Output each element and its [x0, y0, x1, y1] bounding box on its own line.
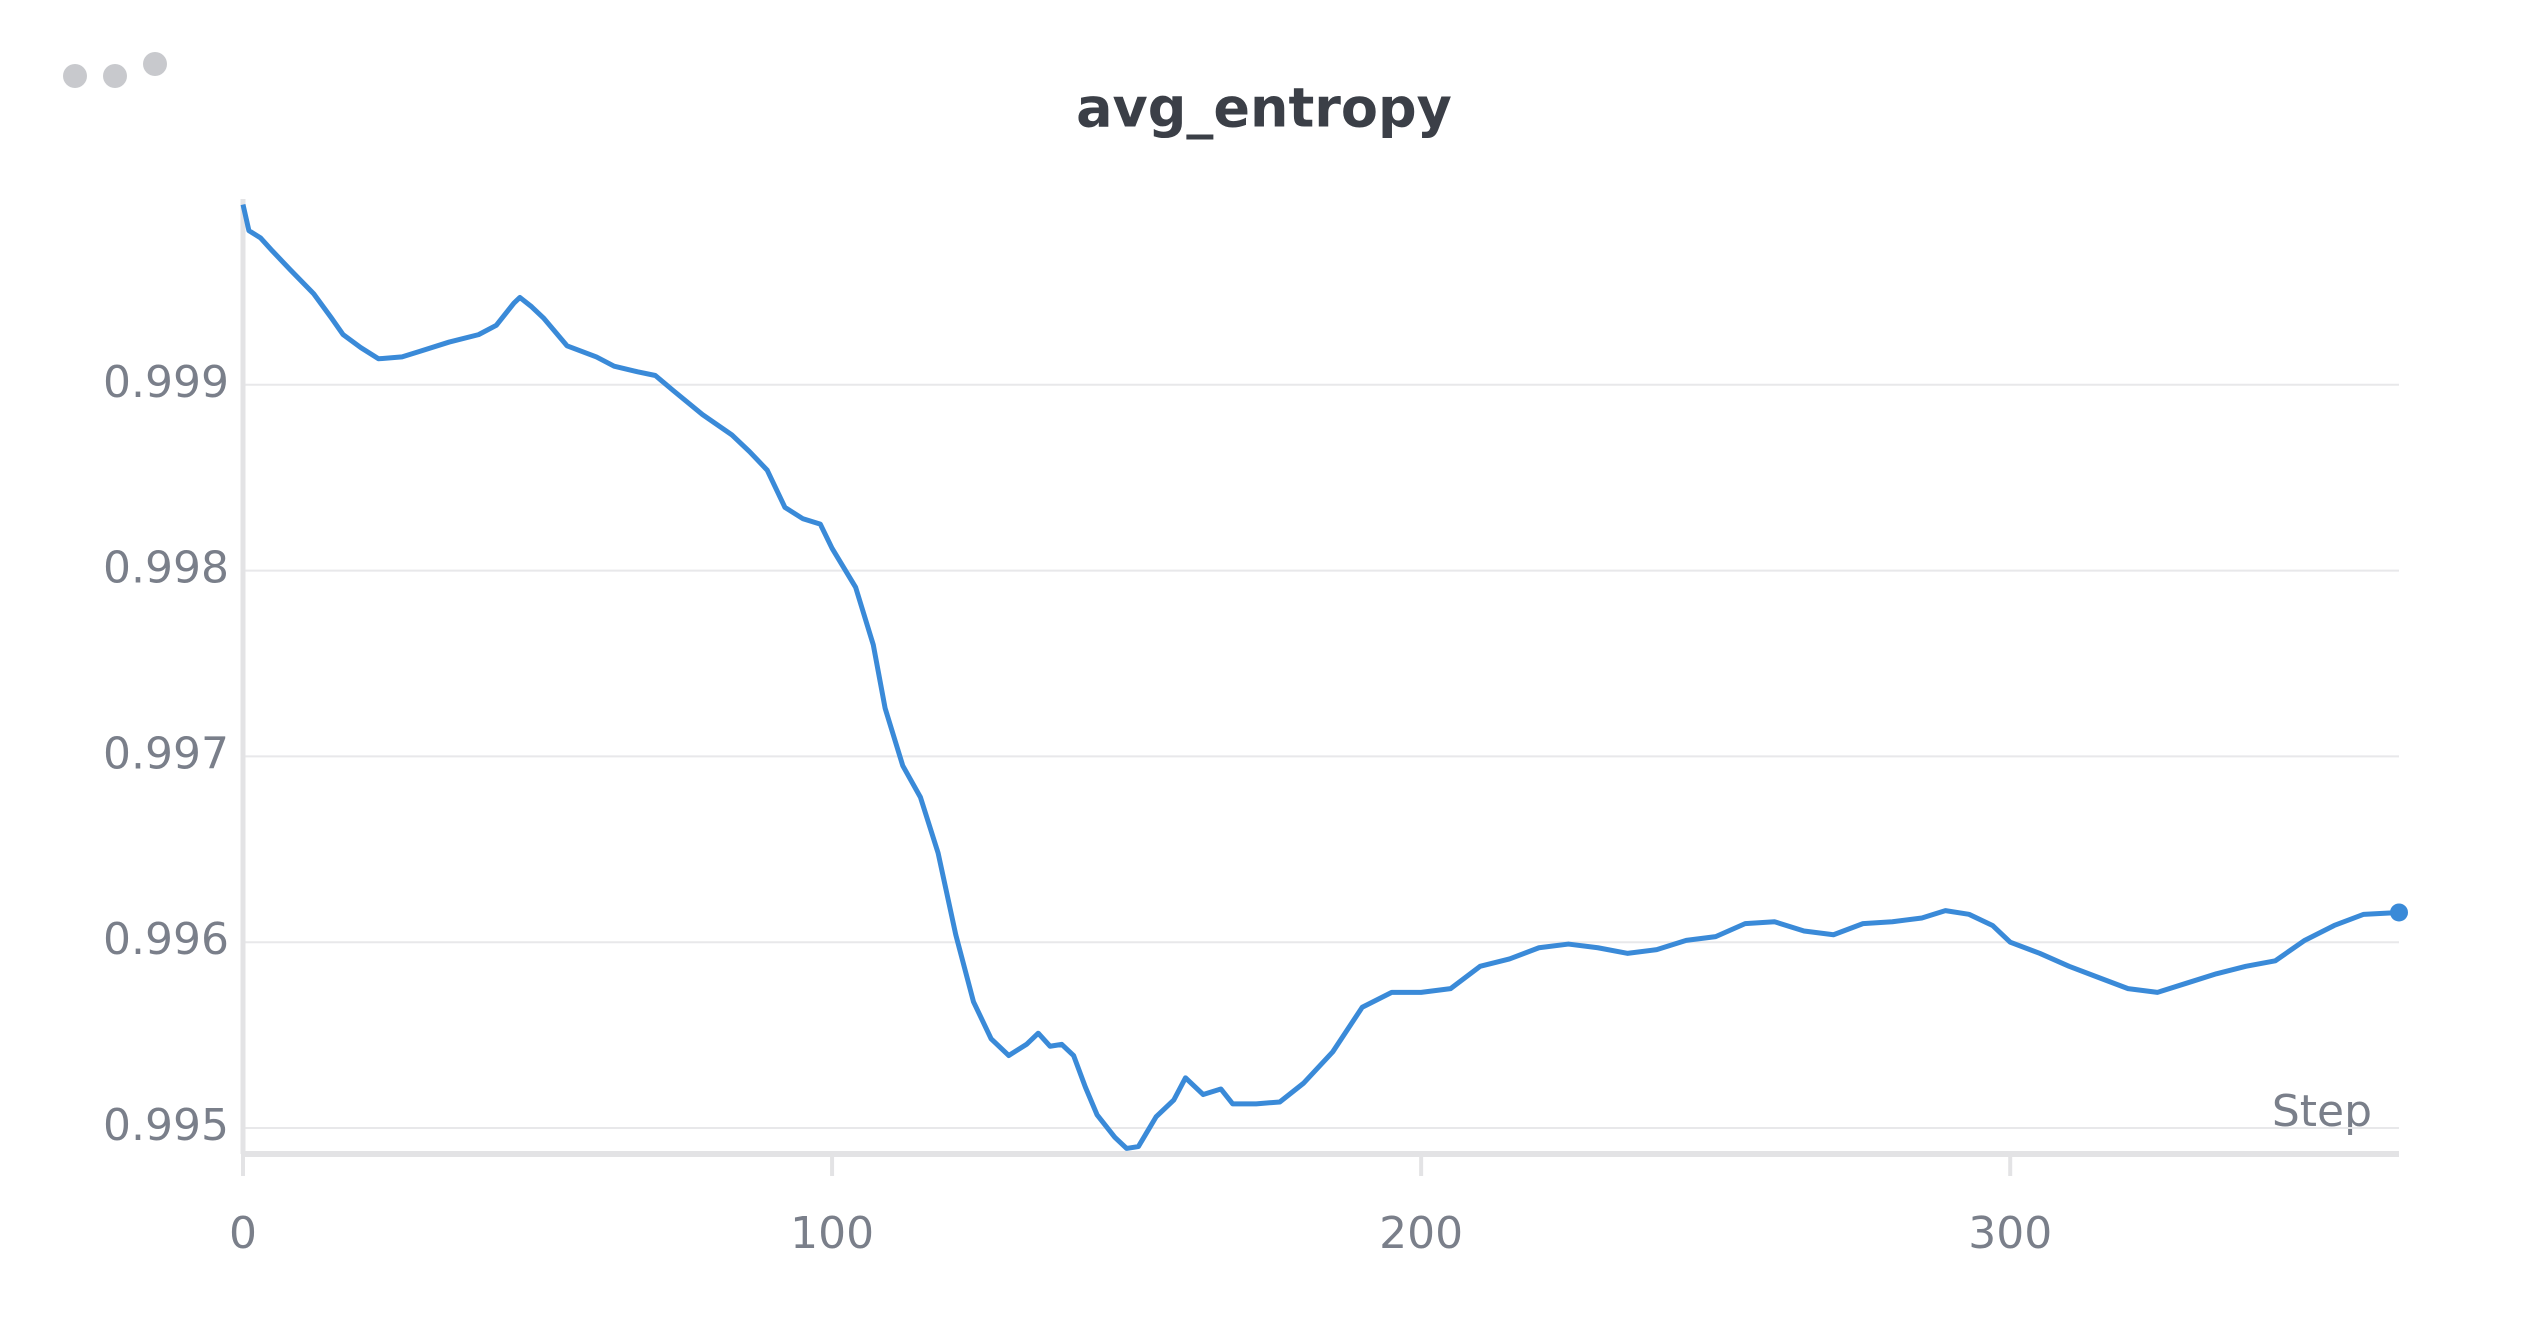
data-line	[240, 204, 2400, 1151]
x-axis-label: Step	[2272, 1086, 2372, 1137]
y-tick-label: 0.997	[103, 728, 229, 779]
y-tick-label: 0.996	[103, 914, 229, 965]
chart-title: avg_entropy	[1076, 77, 1452, 140]
x-tick-label: 200	[1379, 1208, 1463, 1259]
y-tick-label: 0.995	[103, 1100, 229, 1151]
x-tick-label: 100	[790, 1208, 874, 1259]
x-tick-label: 0	[229, 1208, 257, 1259]
x-tick-label: 300	[1968, 1208, 2052, 1259]
y-tick-label: 0.998	[103, 543, 229, 594]
y-tick-label: 0.999	[103, 357, 229, 408]
menu-dots[interactable]	[63, 52, 167, 88]
end-point	[2390, 903, 2408, 922]
